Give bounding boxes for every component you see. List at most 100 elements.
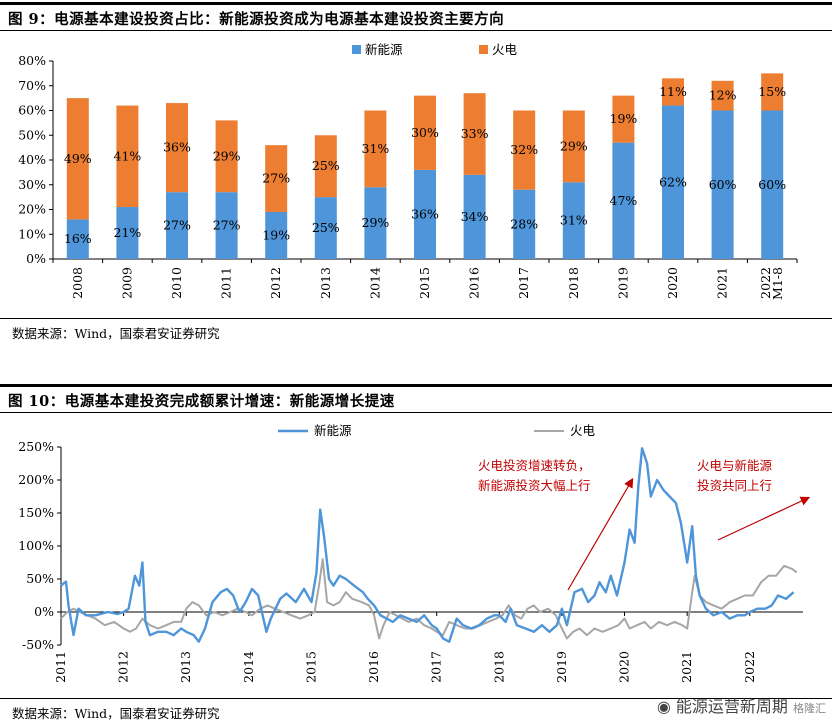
data-label-thermal: 41%: [114, 148, 142, 163]
figure10-source: 数据来源：Wind，国泰君安证券研究: [12, 706, 220, 721]
x-tick-label-group: 2021: [715, 267, 730, 299]
x-tick-label-group: 2014: [241, 651, 256, 683]
x-tick-label: 2012: [268, 267, 283, 299]
y-tick-label: 20%: [18, 202, 46, 217]
y-tick-label: 200%: [18, 472, 54, 487]
x-tick-label-group: 2012: [116, 651, 131, 683]
x-tick-label: 2021: [715, 267, 730, 299]
bar-new-energy: [562, 182, 585, 259]
data-label-new-energy: 29%: [362, 215, 390, 230]
data-label-thermal: 12%: [709, 88, 737, 103]
data-label-new-energy: 60%: [758, 177, 786, 192]
x-tick-label: 2019: [554, 651, 569, 683]
x-tick-label-group: 2013: [178, 651, 193, 683]
y-tick-label: 70%: [18, 78, 46, 93]
data-label-new-energy: 62%: [659, 174, 687, 189]
bar-thermal: [711, 80, 734, 111]
watermark-wechat-icon: ◉: [656, 697, 671, 716]
x-tick-label-group: 2018: [491, 651, 506, 683]
bar-new-energy: [662, 105, 684, 259]
x-tick-label: 2016: [366, 651, 381, 683]
x-tick-label: 2019: [615, 267, 630, 299]
bar-thermal: [314, 135, 337, 198]
data-label-thermal: 11%: [659, 84, 687, 99]
y-tick-label: 50%: [18, 127, 46, 142]
data-label-thermal: 29%: [560, 138, 588, 153]
x-tick-label: 2020: [665, 267, 680, 299]
data-label-new-energy: 16%: [64, 231, 92, 246]
bar-new-energy: [711, 110, 734, 259]
annotation-text-1: 新能源投资大幅上行: [478, 478, 591, 493]
x-tick-label: 2021: [679, 651, 694, 683]
bar-thermal: [761, 73, 784, 111]
y-tick-label: 0%: [34, 604, 54, 619]
data-label-thermal: 33%: [461, 126, 489, 141]
data-label-new-energy: 60%: [709, 177, 737, 192]
x-tick-label: 2016: [467, 267, 482, 299]
x-tick-label: 2013: [178, 651, 193, 683]
data-label-new-energy: 31%: [560, 213, 588, 228]
data-label-new-energy: 25%: [312, 220, 340, 235]
data-label-new-energy: 27%: [213, 218, 241, 233]
x-tick-label-group: 2012: [268, 267, 283, 299]
x-tick-label-group: 2020: [665, 267, 680, 299]
bar-thermal: [414, 95, 436, 170]
bar-new-energy: [66, 219, 89, 259]
figure10-title: 图 10：电源基本建投资完成额累计增速：新能源增长提速: [8, 393, 395, 410]
x-tick-label: 2009: [119, 267, 134, 299]
data-label-thermal: 30%: [411, 125, 439, 140]
bar-thermal: [166, 103, 188, 193]
x-tick-label: 2008: [70, 267, 85, 299]
annotation-text-1: 火电投资增速转负，: [478, 458, 591, 473]
x-tick-label-group: 2019: [554, 651, 569, 683]
watermark: ◉ 能源运营新周期 格隆汇: [657, 693, 826, 717]
bar-new-energy: [166, 192, 188, 259]
data-label-new-energy: 34%: [461, 209, 489, 224]
bar-thermal: [215, 120, 238, 193]
y-tick-label: 100%: [18, 538, 54, 553]
bar-thermal: [513, 110, 536, 190]
y-tick-label: 150%: [18, 505, 54, 520]
data-label-new-energy: 47%: [610, 193, 638, 208]
data-label-thermal: 49%: [64, 151, 92, 166]
bar-thermal: [364, 110, 387, 188]
data-label-thermal: 15%: [758, 84, 786, 99]
y-tick-label: 80%: [18, 53, 46, 68]
x-tick-label-group: 2017: [429, 651, 444, 683]
bar-new-energy: [761, 110, 784, 259]
watermark-text: 能源运营新周期: [675, 697, 788, 716]
x-tick-label-group: 2015: [417, 267, 432, 299]
x-tick-label: 2012: [116, 651, 131, 683]
data-label-new-energy: 36%: [411, 206, 439, 221]
x-tick-label-group: 2015: [303, 651, 318, 683]
x-tick-label-group: 2011: [53, 651, 68, 683]
annotation-arrow-1: [567, 477, 634, 591]
x-tick-label-group: 2021: [679, 651, 694, 683]
bar-thermal: [265, 145, 288, 212]
y-tick-label: 0%: [26, 251, 46, 266]
x-tick-label-group: 2008: [70, 267, 85, 299]
figure9-title-rule: [0, 30, 832, 31]
bar-new-energy: [265, 211, 288, 259]
data-label-new-energy: 27%: [163, 218, 191, 233]
series-line-thermal: [60, 558, 798, 640]
x-tick-label: 2022: [758, 267, 773, 299]
bar-thermal: [562, 110, 585, 183]
data-label-new-energy: 28%: [510, 216, 538, 231]
x-tick-label-group: 2013: [318, 267, 333, 299]
figure9-top-rule: [0, 2, 832, 5]
y-tick-label: 60%: [18, 103, 46, 118]
data-label-new-energy: 19%: [262, 227, 290, 242]
x-tick-label: 2014: [241, 651, 256, 683]
x-tick-label-group: 2010: [169, 267, 184, 299]
bar-new-energy: [463, 174, 486, 259]
x-tick-label: 2011: [219, 267, 234, 299]
x-tick-label: 2020: [617, 651, 632, 683]
data-label-thermal: 25%: [312, 158, 340, 173]
figure10-top-rule: [0, 384, 832, 387]
figure9-chart: 0% 10% 20% 30% 40% 50% 60% 70% 80% 16% 49% 2008 21% 4…: [18, 42, 798, 300]
data-label-new-energy: 21%: [114, 225, 142, 240]
x-tick-label: 2018: [491, 651, 506, 683]
x-tick-label: 2018: [566, 267, 581, 299]
